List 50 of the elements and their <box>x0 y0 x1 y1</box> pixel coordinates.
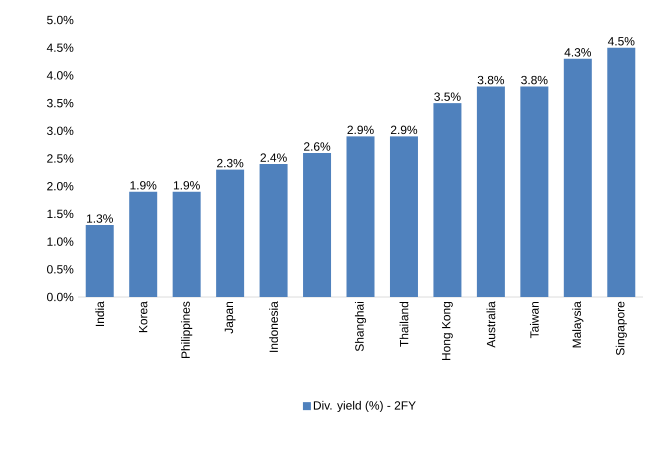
data-label: 2.6% <box>304 142 330 151</box>
x-tick-label: Indonesia <box>269 301 278 352</box>
bar <box>129 192 158 297</box>
bar <box>346 136 375 297</box>
x-tick-label: Hong Kong <box>442 302 453 360</box>
x-tick-label: Thailand <box>400 302 408 347</box>
x-tick-label: Australia <box>486 301 496 348</box>
data-label: 3.8% <box>478 76 504 84</box>
data-label: 4.5% <box>608 37 634 46</box>
y-tick-label: 0.5% <box>47 265 74 274</box>
data-label: 1.3% <box>87 214 113 223</box>
x-tick-label: Philippines <box>181 302 192 358</box>
bar <box>216 170 244 297</box>
x-tick-label: Taiwan <box>530 302 539 338</box>
bar <box>390 136 418 297</box>
y-tick-label: 1.5% <box>47 210 74 218</box>
x-tick-label: Shanghai <box>354 302 366 352</box>
bar <box>303 152 332 297</box>
data-label: 1.9% <box>174 181 200 190</box>
x-tick-label: Singapore <box>616 302 627 356</box>
y-tick-label: 3.0% <box>47 126 74 136</box>
bar <box>476 86 505 297</box>
y-tick-label: 2.0% <box>47 182 74 190</box>
data-label: 3.8% <box>521 76 548 84</box>
bar <box>260 164 288 297</box>
x-tick-label: Korea <box>139 301 148 332</box>
y-tick-label: 0.0% <box>47 292 74 302</box>
y-tick-label: 1.0% <box>47 237 74 246</box>
bar <box>520 86 548 297</box>
bar <box>433 103 462 297</box>
data-label: 3.5% <box>434 92 461 101</box>
y-tick-label: 4.0% <box>46 71 74 80</box>
bar <box>86 224 114 297</box>
data-label: 1.9% <box>130 181 156 190</box>
y-tick-label: 4.5% <box>46 43 74 52</box>
data-label: 2.9% <box>347 126 374 134</box>
data-label: 2.3% <box>217 158 244 168</box>
x-tick-label: Malaysia <box>572 301 584 348</box>
legend-label: Div. yield (%) - 2FY <box>314 400 416 412</box>
bar <box>172 192 201 297</box>
x-tick-label: Japan <box>224 302 236 334</box>
x-tick-label: India <box>95 301 104 326</box>
y-tick-label: 2.5% <box>47 154 74 163</box>
data-label: 4.3% <box>564 48 592 57</box>
y-tick-label: 3.5% <box>47 98 74 108</box>
bar <box>607 48 636 297</box>
bar <box>564 58 592 297</box>
data-label: 2.9% <box>390 126 418 134</box>
y-tick-label: 5.0% <box>47 16 74 24</box>
data-label: 2.4% <box>260 153 287 162</box>
